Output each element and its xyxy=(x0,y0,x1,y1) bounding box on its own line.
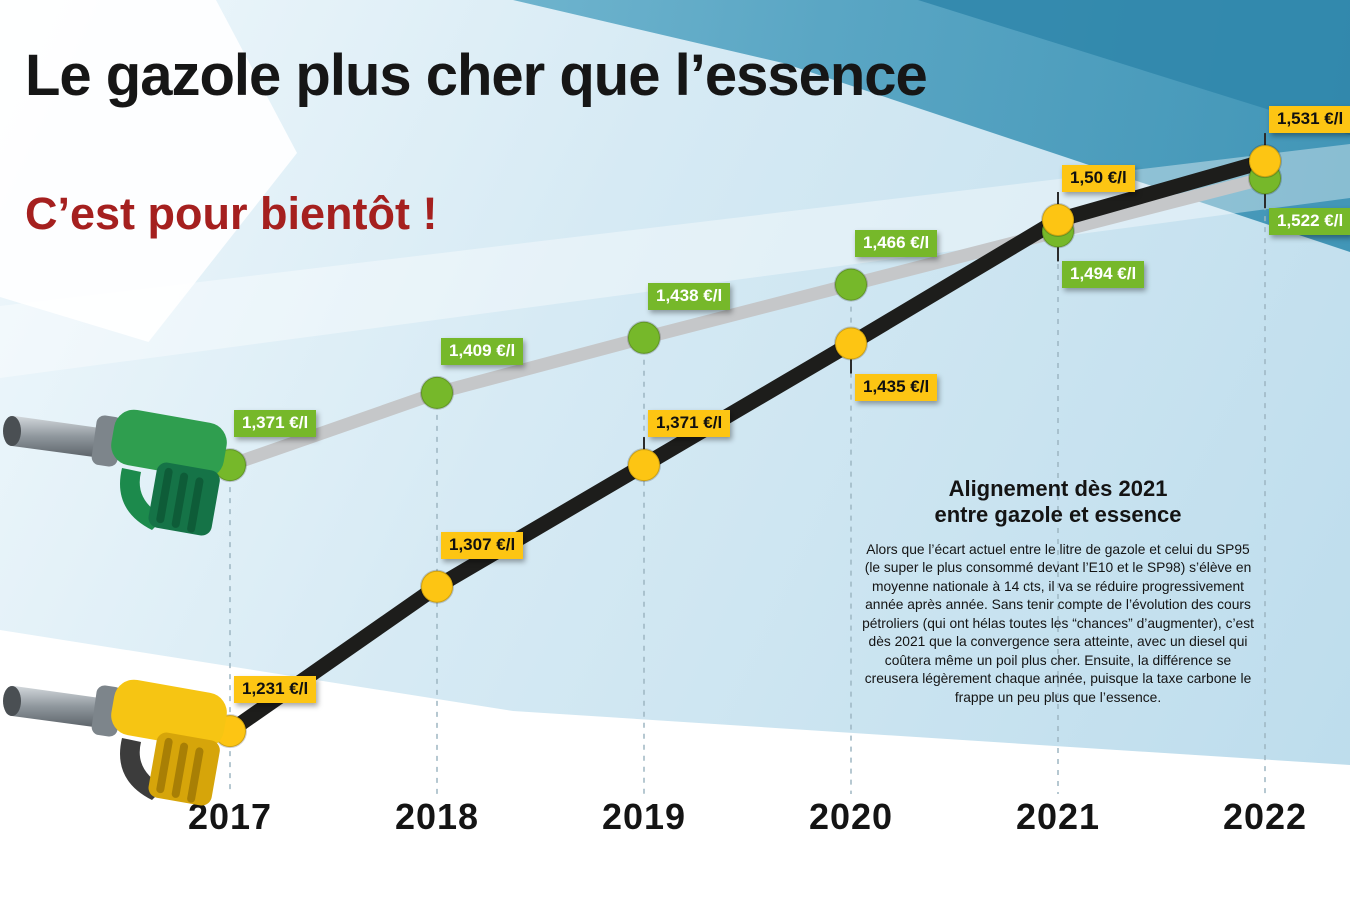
infobox: Alignement dès 2021 entre gazole et esse… xyxy=(862,476,1254,707)
gazole-line xyxy=(222,153,1273,739)
gazole-point-2020 xyxy=(834,326,868,361)
essence-point-2019 xyxy=(627,320,661,355)
gazole-point-2019 xyxy=(627,448,661,483)
infobox-body: Alors que l’écart actuel entre le litre … xyxy=(862,541,1254,705)
gazole-point-2022 xyxy=(1248,144,1282,179)
infobox-heading-line2: entre gazole et essence xyxy=(934,501,1182,527)
essence-point-2018 xyxy=(420,375,454,410)
gazole-point-2018 xyxy=(420,569,454,604)
infobox-heading: Alignement dès 2021 entre gazole et esse… xyxy=(862,476,1254,528)
page-title: Le gazole plus cher que l’essence xyxy=(25,43,928,108)
essence-line xyxy=(223,171,1272,472)
yellow-fuel-nozzle-image xyxy=(3,679,227,806)
page-subtitle: C’est pour bientôt ! xyxy=(25,188,438,239)
essence-point-2020 xyxy=(834,267,868,302)
green-fuel-nozzle-image xyxy=(3,409,227,536)
infobox-heading-line1: Alignement dès 2021 xyxy=(948,476,1168,501)
gazole-point-2021 xyxy=(1041,203,1075,237)
